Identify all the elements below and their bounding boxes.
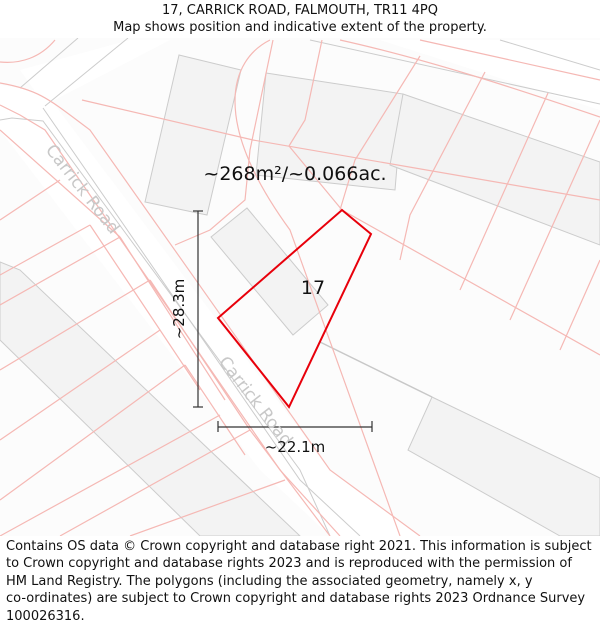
map-canvas: Carrick Road Carrick Road ~268m²/~0.066a… [0,38,600,536]
measure-vertical [193,210,203,408]
parcel-lines [0,39,600,536]
copyright-line: Contains OS data © Crown copyright and d… [6,539,592,554]
page-subtitle: Map shows position and indicative extent… [113,20,487,35]
copyright-line: to Crown copyright and database rights 2… [6,556,572,572]
copyright-line: HM Land Registry. The polygons (includin… [6,573,533,589]
copyright-line: 100026316. [6,608,85,624]
property-map[interactable]: Carrick Road Carrick Road ~268m²/~0.066a… [0,38,600,536]
horizontal-measure-label: ~22.1m [265,438,326,456]
copyright-notice: Contains OS data © Crown copyright and d… [6,538,596,625]
buildings [0,54,600,536]
copyright-line: co-ordinates) are subject to Crown copyr… [6,591,586,607]
measure-horizontal [217,421,373,432]
map-header: 17, CARRICK ROAD, FALMOUTH, TR11 4PQ Map… [0,0,600,40]
area-label: ~268m²/~0.066ac. [203,163,386,185]
carrick-road [0,38,600,536]
plot-number-label: 17 [301,277,325,299]
property-boundary[interactable] [216,208,373,409]
vertical-measure-label: ~28.3m [170,279,188,340]
page-title: 17, CARRICK ROAD, FALMOUTH, TR11 4PQ [162,3,438,18]
